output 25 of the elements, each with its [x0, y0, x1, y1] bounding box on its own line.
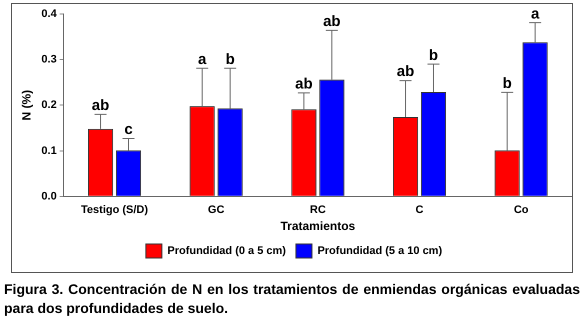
- y-tick-label: 0.2: [41, 99, 57, 112]
- legend-label: Profundidad (0 a 5 cm): [167, 245, 286, 258]
- annotation: a: [198, 50, 208, 68]
- annotation: c: [124, 121, 133, 138]
- annotation: a: [530, 5, 540, 22]
- x-axis-title: Tratamientos: [280, 219, 356, 234]
- annotation: b: [502, 75, 512, 92]
- y-tick-label: 0.0: [41, 190, 57, 202]
- y-tick-label: 0.1: [41, 144, 57, 157]
- x-tick-label: GC: [208, 204, 224, 216]
- legend-label: Profundidad (5 a 10 cm): [317, 245, 442, 258]
- x-tick-label: RC: [310, 204, 326, 216]
- x-tick-label: C: [416, 204, 424, 216]
- y-tick-label: 0.3: [41, 54, 57, 66]
- annotation: b: [428, 46, 438, 64]
- y-tick-label: 0.4: [41, 8, 58, 20]
- annotation: ab: [323, 13, 341, 30]
- annotation: ab: [295, 76, 313, 93]
- annotation: ab: [396, 63, 414, 80]
- y-axis-title: N (%): [20, 90, 34, 121]
- annotation: ab: [92, 96, 110, 114]
- text: Figura 3. Concentración de N en los tratamientos de enmiendas orgánicas evaluadas para dos profundidades de suelo.: [4, 280, 580, 318]
- x-tick-label: Co: [514, 204, 529, 216]
- annotation: b: [226, 50, 235, 68]
- x-tick-label: Testigo (S/D): [81, 204, 148, 216]
